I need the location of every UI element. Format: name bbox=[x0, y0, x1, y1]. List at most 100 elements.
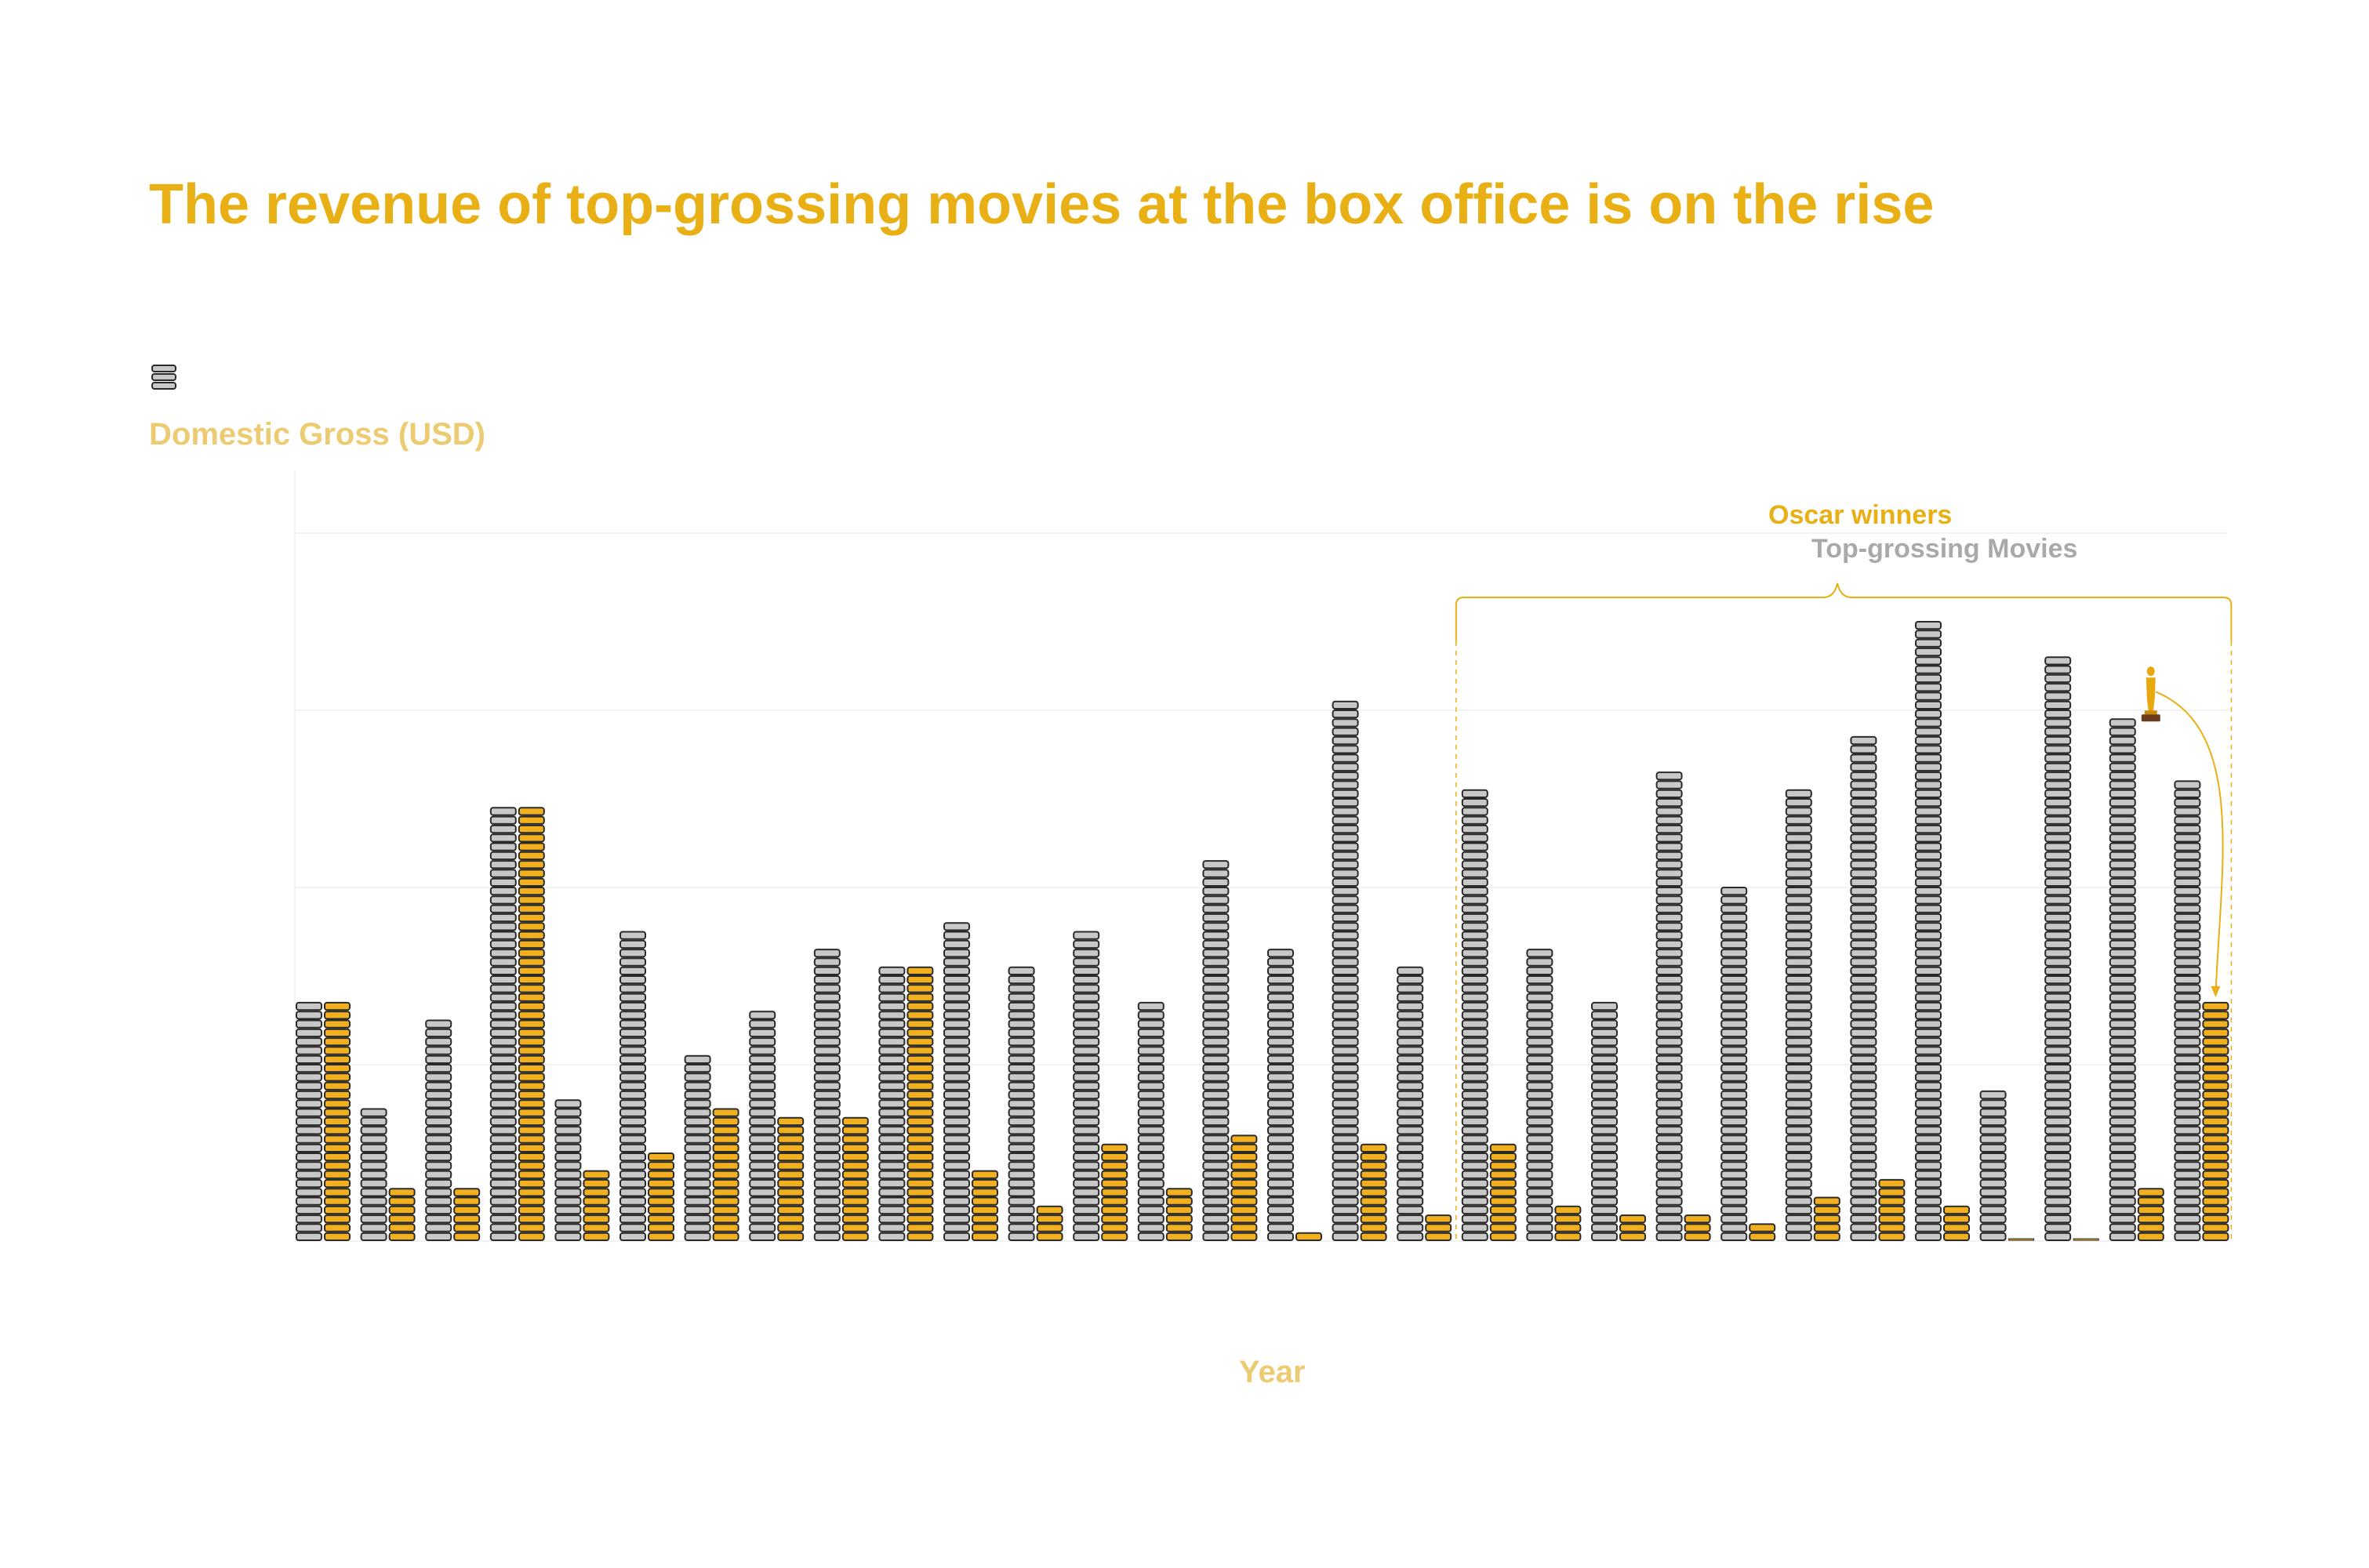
coin bbox=[518, 1001, 545, 1011]
coin bbox=[1785, 1134, 1812, 1144]
coin bbox=[620, 966, 646, 975]
coin bbox=[2044, 877, 2072, 887]
coin bbox=[296, 1090, 322, 1100]
coin bbox=[943, 1001, 970, 1011]
coin bbox=[1267, 1178, 1294, 1189]
coin bbox=[489, 815, 517, 825]
coin bbox=[2174, 1108, 2201, 1117]
coin bbox=[1850, 789, 1877, 799]
coin bbox=[1332, 895, 1359, 905]
coin bbox=[518, 860, 545, 869]
coin bbox=[648, 1170, 674, 1179]
coin bbox=[2202, 1196, 2229, 1206]
coin bbox=[648, 1178, 674, 1189]
coin bbox=[1008, 1073, 1035, 1082]
coin bbox=[1137, 1143, 1165, 1152]
coin bbox=[489, 860, 517, 869]
coin bbox=[1785, 913, 1812, 923]
coin bbox=[1332, 1223, 1359, 1232]
coin bbox=[1785, 824, 1812, 834]
coin bbox=[2174, 939, 2201, 949]
coin bbox=[583, 1188, 610, 1197]
coin bbox=[2174, 1170, 2201, 1179]
coin bbox=[1332, 860, 1359, 869]
coin bbox=[777, 1196, 805, 1206]
coin bbox=[2044, 745, 2072, 754]
coin bbox=[907, 1037, 934, 1047]
coin bbox=[2174, 860, 2201, 869]
coin bbox=[1332, 1143, 1359, 1152]
coin bbox=[620, 1214, 646, 1224]
coin bbox=[1008, 1001, 1035, 1011]
coin bbox=[841, 1232, 869, 1241]
coin bbox=[1943, 1214, 1970, 1224]
coin bbox=[453, 1188, 481, 1197]
coin bbox=[360, 1126, 387, 1135]
coin bbox=[1332, 1170, 1359, 1179]
coin bbox=[1915, 1090, 1942, 1100]
coin bbox=[489, 1081, 517, 1091]
coin bbox=[1360, 1143, 1387, 1152]
coin bbox=[620, 1054, 646, 1064]
coin bbox=[1461, 1188, 1488, 1197]
coin bbox=[1360, 1223, 1387, 1232]
coin bbox=[1655, 904, 1683, 913]
coin bbox=[1655, 1152, 1683, 1162]
coin bbox=[2202, 1046, 2229, 1055]
coin bbox=[1526, 1143, 1553, 1152]
coin bbox=[712, 1196, 739, 1206]
coin bbox=[684, 1232, 711, 1241]
coin bbox=[1785, 1108, 1812, 1117]
coin bbox=[2044, 798, 2072, 808]
coin bbox=[1655, 984, 1683, 993]
coin bbox=[1137, 1046, 1165, 1055]
coin bbox=[1655, 887, 1683, 896]
coin bbox=[2202, 1143, 2229, 1152]
coin bbox=[1267, 949, 1294, 958]
coin bbox=[749, 1019, 776, 1029]
coin bbox=[2174, 815, 2201, 825]
coin bbox=[1397, 984, 1424, 993]
coin bbox=[296, 1170, 322, 1179]
coin bbox=[1137, 1126, 1165, 1135]
bar-oscar-winner bbox=[2137, 1188, 2164, 1241]
coin bbox=[1137, 1232, 1165, 1241]
coin bbox=[813, 1054, 841, 1064]
coin bbox=[1915, 1116, 1942, 1127]
coin bbox=[1267, 1126, 1294, 1135]
coin bbox=[324, 1064, 351, 1073]
coin bbox=[1878, 1196, 1906, 1206]
coin bbox=[518, 1178, 545, 1189]
coin bbox=[813, 1196, 841, 1206]
coin bbox=[1165, 1188, 1193, 1197]
coin bbox=[324, 1108, 351, 1117]
coin bbox=[1526, 984, 1553, 993]
coin bbox=[620, 1143, 646, 1152]
coin bbox=[453, 1205, 481, 1215]
coin bbox=[1137, 1011, 1165, 1020]
coin bbox=[813, 1001, 841, 1011]
coin bbox=[1397, 1134, 1424, 1144]
coin bbox=[1850, 877, 1877, 887]
coin bbox=[1785, 807, 1812, 816]
coin bbox=[1461, 904, 1488, 913]
coin bbox=[489, 904, 517, 913]
coin bbox=[2044, 1126, 2072, 1135]
coin bbox=[1915, 621, 1942, 630]
bar-top-grossing bbox=[2174, 780, 2201, 1241]
coin bbox=[296, 1081, 322, 1091]
coin bbox=[1267, 1054, 1294, 1064]
coin bbox=[878, 1090, 906, 1100]
coin bbox=[1101, 1223, 1128, 1232]
coin bbox=[1101, 1143, 1128, 1152]
coin bbox=[1655, 1223, 1683, 1232]
coin bbox=[1461, 913, 1488, 923]
coin bbox=[1332, 887, 1359, 896]
coin bbox=[1332, 984, 1359, 993]
coin bbox=[1720, 1214, 1748, 1224]
coin bbox=[2109, 984, 2136, 993]
coin bbox=[1332, 762, 1359, 772]
coin bbox=[2174, 1019, 2201, 1029]
coin bbox=[1655, 922, 1683, 931]
coin bbox=[1397, 1064, 1424, 1073]
